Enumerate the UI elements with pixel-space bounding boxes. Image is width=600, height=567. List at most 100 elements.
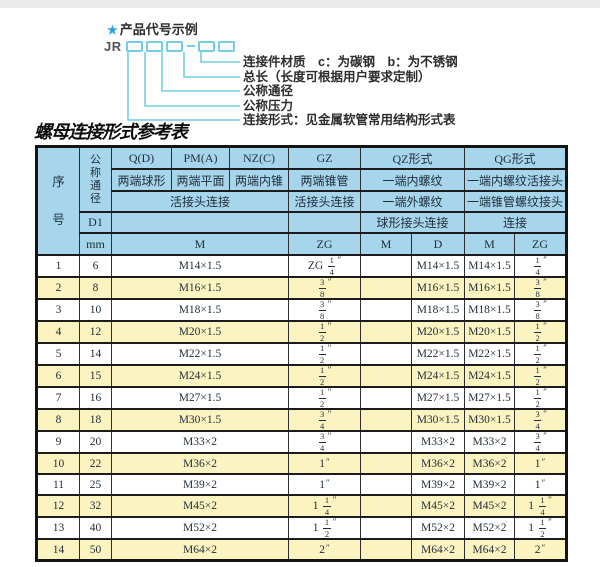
cell-dn-mm: 25: [79, 473, 112, 496]
header-qg-row4: 连接: [464, 211, 567, 234]
cell-m-thread: M39×2: [111, 473, 289, 496]
cell-m-thread: M45×2: [111, 494, 289, 518]
cell-qz-d: M64×2: [411, 538, 465, 562]
cell-seq: 6: [36, 364, 80, 388]
code-label-diameter: 公称通径: [243, 84, 294, 98]
col-header-gz: GZ: [288, 145, 361, 170]
header-mm: mm: [79, 232, 112, 256]
cell-qg-m: M36×2: [464, 452, 515, 475]
header-m-span: M: [111, 232, 289, 256]
cell-qg-m: M18×1.5: [464, 298, 515, 322]
cell-m-thread: M18×1.5: [111, 298, 289, 322]
header-union-joint: 活接头连接: [111, 190, 289, 213]
cell-dn-mm: 32: [79, 494, 112, 518]
cell-qg-m: M30×1.5: [464, 408, 515, 432]
cell-gz-zg: 3 8 ″: [288, 298, 361, 322]
header-qz-row4: 球形接头连接: [360, 211, 465, 234]
cell-qg-m: M14×1.5: [464, 254, 515, 278]
header-qg-m: M: [464, 232, 515, 256]
cell-dn-mm: 12: [79, 320, 112, 344]
cell-m-thread: M20×1.5: [111, 320, 289, 344]
cell-seq: 11: [36, 473, 80, 496]
cell-dn-mm: 16: [79, 386, 112, 410]
cell-qz-m: [360, 430, 412, 454]
col-header-qz: QZ形式: [360, 145, 465, 170]
cell-qz-d: M33×2: [411, 430, 465, 454]
cell-gz-zg: 1 2 ″: [288, 386, 361, 410]
cell-qz-m: [360, 494, 412, 518]
product-code-row: JR: [104, 39, 238, 54]
cell-qz-d: M52×2: [411, 516, 465, 540]
code-label-length: 总长（长度可根据用户要求定制）: [243, 70, 431, 84]
cell-qz-d: M16×1.5: [411, 276, 465, 300]
cell-qz-m: [360, 320, 412, 344]
table-row: 4 12 M20×1.5 1 2 ″ M20×1.5 M20×1.5 1 2 ″: [36, 320, 567, 344]
cell-dn-mm: 14: [79, 342, 112, 366]
cell-gz-zg: 1 2 ″: [288, 342, 361, 366]
cell-qz-m: [360, 473, 412, 496]
cell-qg-zg: 2″: [514, 538, 567, 562]
cell-gz-zg: 1 2 ″: [288, 364, 361, 388]
cell-qz-d: M24×1.5: [411, 364, 465, 388]
cell-qz-m: [360, 254, 412, 278]
cell-seq: 2: [36, 276, 80, 300]
col-header-pm: PM(A): [171, 145, 230, 170]
cell-gz-zg: 1 1 4 ″: [288, 494, 361, 518]
cell-qg-zg: 1″: [514, 452, 567, 475]
diagram-heading-text: 产品代号示例: [119, 22, 198, 37]
cell-qg-m: M39×2: [464, 473, 515, 496]
cell-m-thread: M30×1.5: [111, 408, 289, 432]
cell-qg-zg: 3 8 ″: [514, 298, 567, 322]
cell-qg-m: M64×2: [464, 538, 515, 562]
cell-seq: 12: [36, 494, 80, 518]
cell-qz-m: [360, 538, 412, 562]
cell-qg-zg: 1 2 ″: [514, 364, 567, 388]
cell-qg-zg: 1 4 ″: [514, 254, 567, 278]
cell-dn-mm: 15: [79, 364, 112, 388]
cell-gz-zg: 1″: [288, 473, 361, 496]
cell-qg-zg: 1 1 2 ″: [514, 516, 567, 540]
table-row: 10 22 M36×2 1″ M36×2 M36×2 1″: [36, 452, 567, 475]
cell-gz-zg: ZG 1 4 ″: [288, 254, 361, 278]
page-title: 螺母连接形式参考表: [34, 122, 188, 143]
table-row: 12 32 M45×2 1 1 4 ″ M45×2 M45×2 1 1 4 ″: [36, 494, 567, 518]
code-box: [125, 40, 143, 52]
cell-gz-zg: 1 1 2 ″: [288, 516, 361, 540]
cell-qg-zg: 1″: [514, 473, 567, 496]
table-row: 3 10 M18×1.5 3 8 ″ M18×1.5 M18×1.5 3 8 ″: [36, 298, 567, 322]
table-body: 1 6 M14×1.5 ZG 1 4 ″ M14×1.5 M14×1.5 1 4 ″ 2 8 M16×1.…: [36, 254, 567, 562]
cell-qz-d: M14×1.5: [411, 254, 465, 278]
cell-seq: 4: [36, 320, 80, 344]
header-gz-ends: 两端锥管: [288, 168, 361, 192]
header-qg-row2: 一端内螺纹活接头: [464, 168, 567, 192]
header-qg-row3: 一端锥管螺纹接头: [464, 190, 567, 213]
table-row: 14 50 M64×2 2″ M64×2 M64×2 2″: [36, 538, 567, 562]
code-box: [145, 40, 163, 52]
cell-dn-mm: 10: [79, 298, 112, 322]
cell-seq: 10: [36, 452, 80, 475]
connector-lines: [127, 52, 240, 121]
code-dash: [186, 45, 195, 47]
cell-qz-m: [360, 386, 412, 410]
cell-qz-d: M30×1.5: [411, 408, 465, 432]
cell-seq: 5: [36, 342, 80, 366]
cell-qg-zg: 1 2 ″: [514, 342, 567, 366]
table-row: 7 16 M27×1.5 1 2 ″ M27×1.5 M27×1.5 1 2 ″: [36, 386, 567, 410]
table-row: 13 40 M52×2 1 1 2 ″ M52×2 M52×2 1 1 2 ″: [36, 516, 567, 540]
cell-dn-mm: 50: [79, 538, 112, 562]
cell-qz-m: [360, 408, 412, 432]
cell-qg-zg: 1 2 ″: [514, 386, 567, 410]
